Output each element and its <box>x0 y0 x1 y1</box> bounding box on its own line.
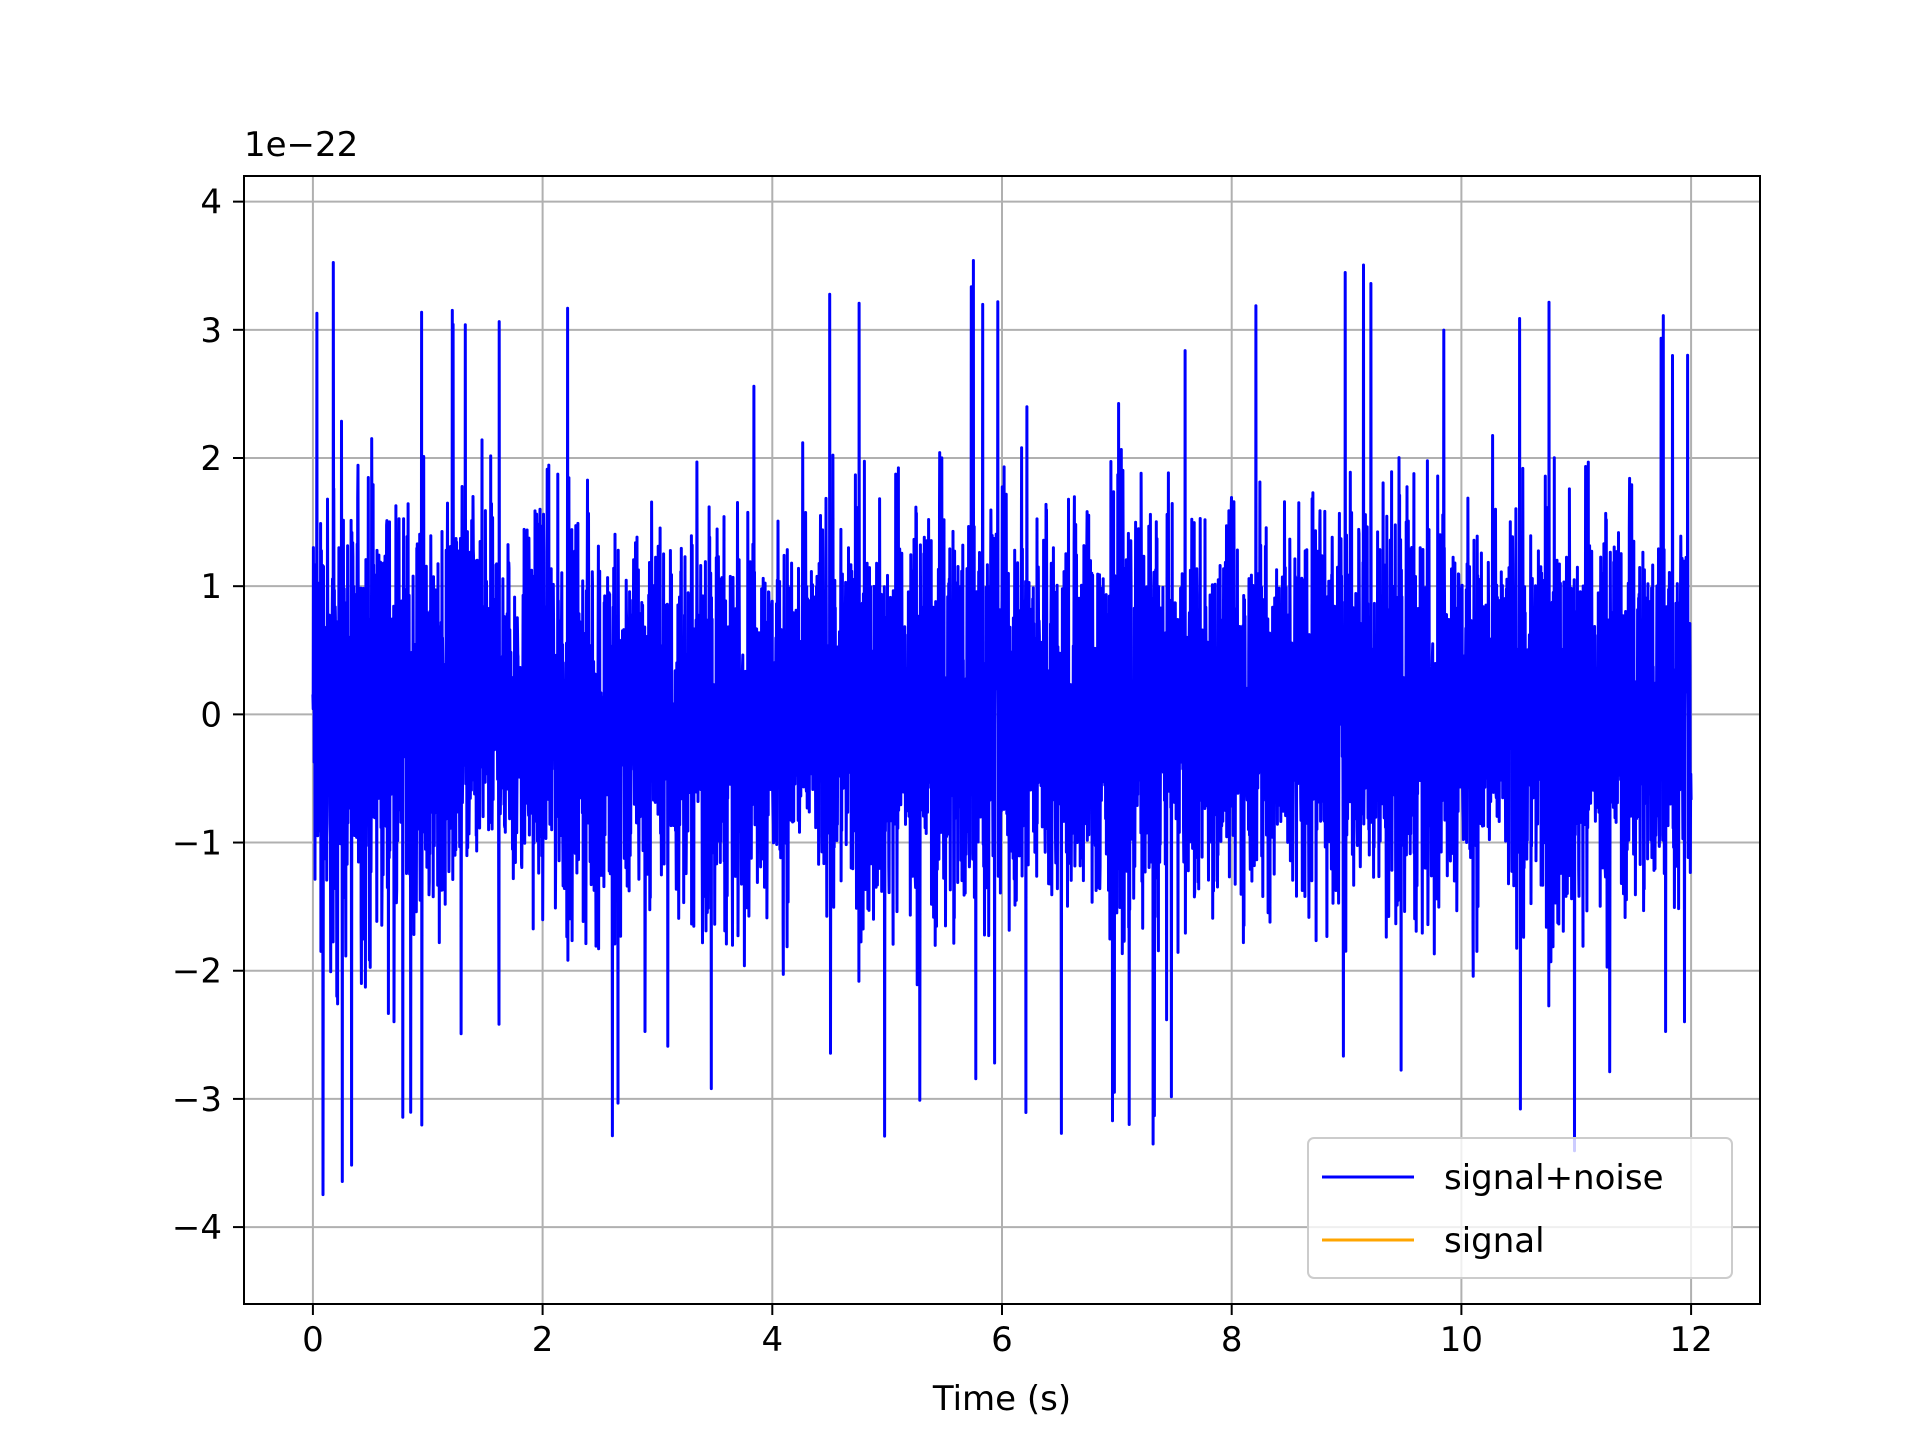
x-tick-label: 4 <box>761 1320 783 1360</box>
y-tick-label: 3 <box>200 311 222 351</box>
x-tick-label: 2 <box>532 1320 554 1360</box>
x-tick-label: 8 <box>1221 1320 1243 1360</box>
y-tick-label: −3 <box>172 1080 222 1120</box>
x-tick-label: 6 <box>991 1320 1013 1360</box>
legend-label: signal <box>1444 1221 1545 1261</box>
x-axis: 0 2 4 6 8 10 12 <box>302 1304 1713 1360</box>
legend: signal+noise signal <box>1307 1137 1733 1279</box>
y-tick-label: −1 <box>172 824 222 864</box>
y-tick-label: 2 <box>200 439 222 479</box>
y-tick-label: 1 <box>200 567 222 607</box>
x-tick-label: 12 <box>1669 1320 1712 1360</box>
y-tick-label: −4 <box>172 1208 222 1248</box>
y-tick-label: 0 <box>200 695 222 735</box>
legend-label: signal+noise <box>1444 1158 1664 1198</box>
y-tick-label: −2 <box>172 952 222 992</box>
series-line-signal-noise <box>311 259 1693 1197</box>
legend-box <box>1307 1137 1733 1279</box>
y-axis-offset-label: 1e−22 <box>244 125 358 165</box>
y-axis: −4 −3 −2 −1 0 1 2 3 4 <box>172 183 244 1248</box>
x-tick-label: 0 <box>302 1320 324 1360</box>
series-layer <box>311 259 1693 1197</box>
x-tick-label: 10 <box>1440 1320 1483 1360</box>
y-tick-label: 4 <box>200 183 222 223</box>
x-axis-label: Time (s) <box>932 1379 1071 1419</box>
